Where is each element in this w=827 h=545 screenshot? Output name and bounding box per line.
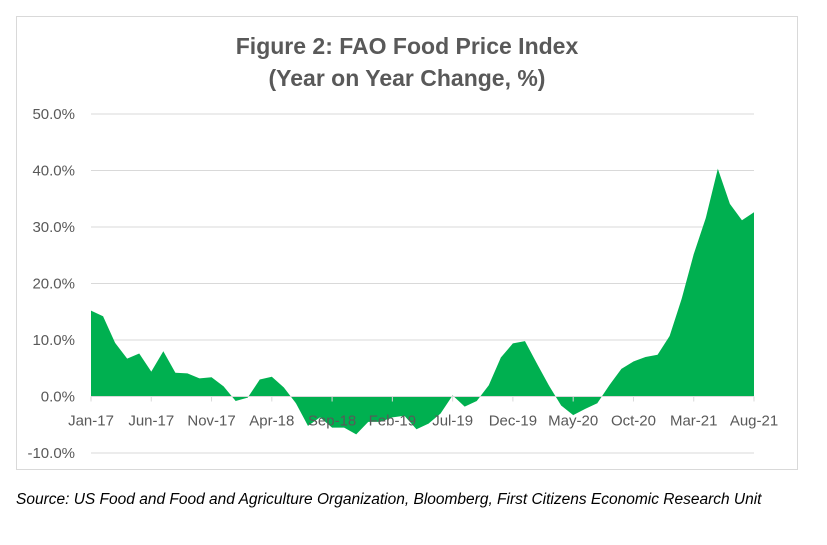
x-tick-label: Jan-17	[68, 413, 114, 430]
y-tick-label: -10.0%	[27, 445, 75, 462]
area-chart: 50.0% 40.0% 30.0% 20.0% 10.0% 0.0% -10.0% Jan-1…	[27, 106, 778, 462]
title-line: Figure 2: FAO Food Price Index	[235, 33, 579, 59]
source-note: Source: US Food and Food and Agriculture…	[16, 491, 762, 508]
x-tick-label: Dec-19	[489, 413, 537, 430]
y-tick-label: 20.0%	[32, 276, 75, 293]
chart-frame	[16, 16, 798, 470]
x-tick-label: Jun-17	[128, 413, 174, 430]
x-tick-label: Feb-19	[369, 413, 417, 430]
x-tick-label: Nov-17	[187, 413, 235, 430]
x-tick-label: May-20	[548, 413, 598, 430]
subtitle-line: (Year on Year Change, %)	[268, 65, 546, 91]
chart-title: Figure 2: FAO Food Price Index (Year on …	[16, 30, 798, 94]
x-tick-label: Oct-20	[611, 413, 656, 430]
y-tick-label: 40.0%	[32, 163, 75, 180]
x-tick-label: Jul-19	[432, 413, 473, 430]
y-tick-label: 30.0%	[32, 219, 75, 236]
x-tick-label: Mar-21	[670, 413, 718, 430]
area-series	[91, 168, 754, 435]
y-tick-label: 50.0%	[32, 106, 75, 123]
x-tick-label: Sep-18	[308, 413, 356, 430]
x-tick-label: Aug-21	[730, 413, 778, 430]
y-tick-label: 0.0%	[41, 389, 75, 406]
x-tick-label: Apr-18	[249, 413, 294, 430]
y-tick-label: 10.0%	[32, 332, 75, 349]
